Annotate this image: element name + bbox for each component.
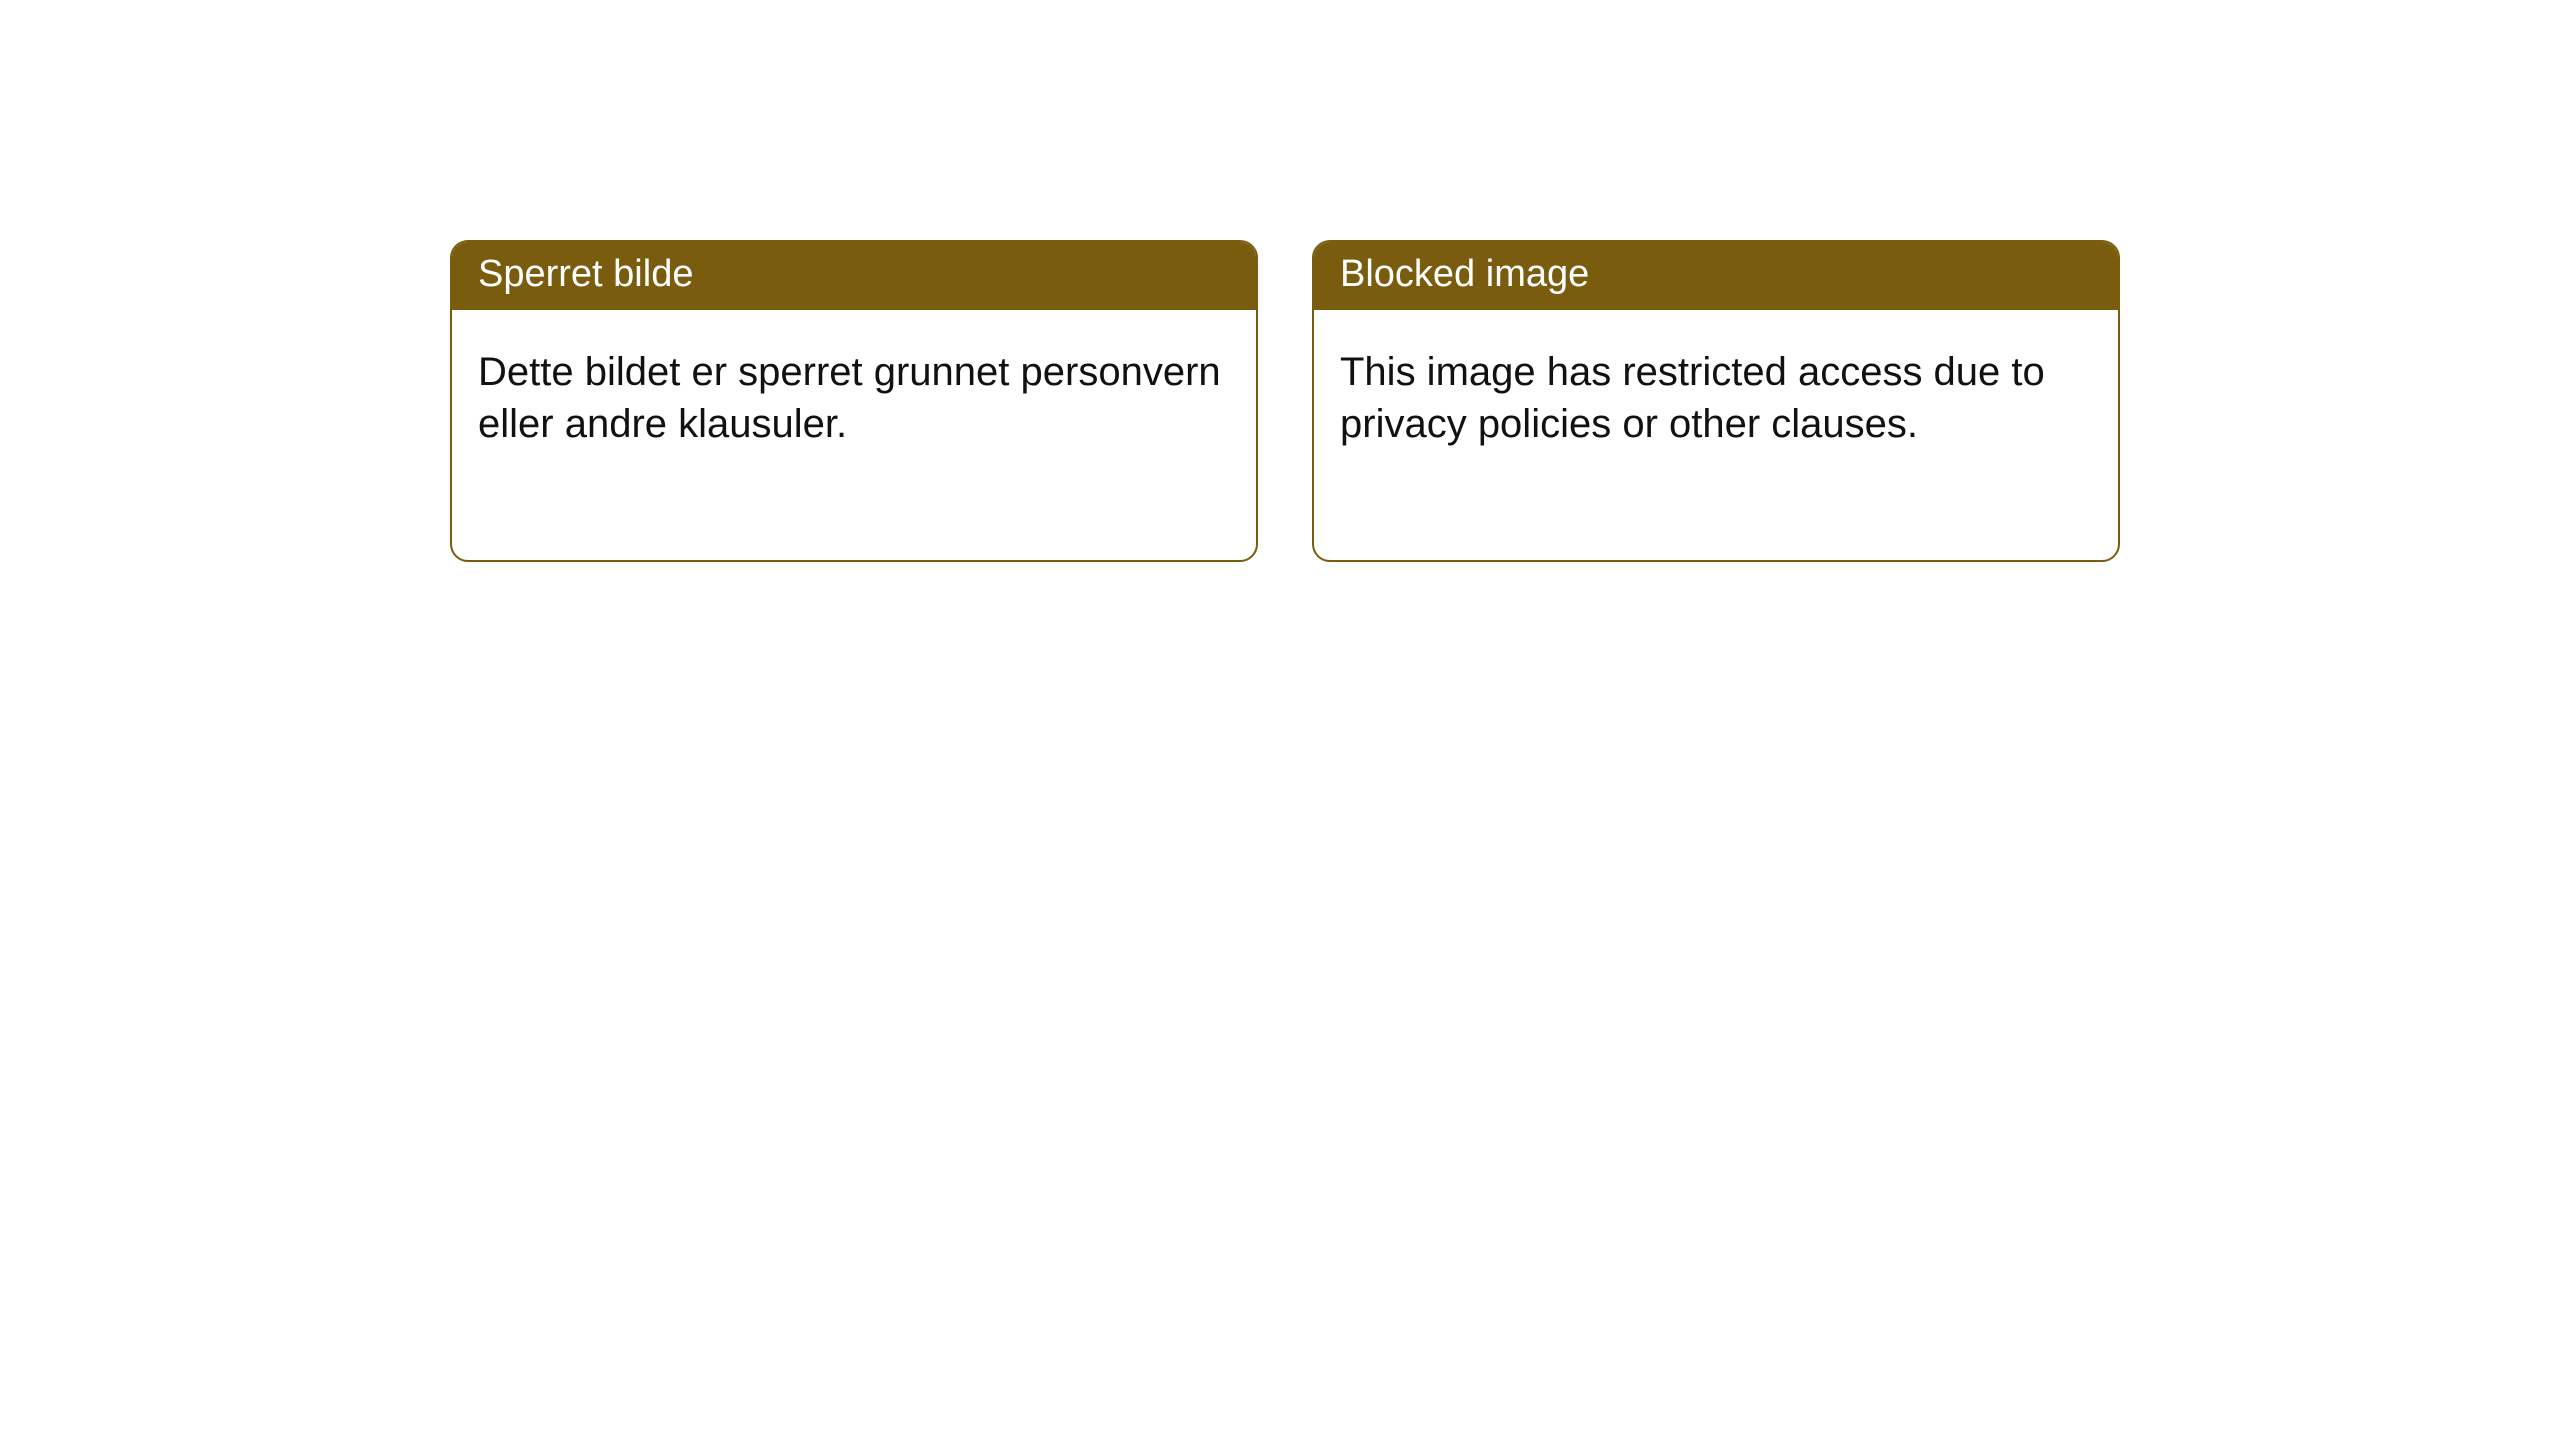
notice-card-norwegian: Sperret bilde Dette bildet er sperret gr… [450, 240, 1258, 562]
notice-card-english: Blocked image This image has restricted … [1312, 240, 2120, 562]
notice-title-english: Blocked image [1314, 242, 2118, 310]
notice-title-norwegian: Sperret bilde [452, 242, 1256, 310]
notice-body-english: This image has restricted access due to … [1314, 310, 2118, 560]
notice-body-norwegian: Dette bildet er sperret grunnet personve… [452, 310, 1256, 560]
notice-container: Sperret bilde Dette bildet er sperret gr… [450, 240, 2120, 562]
